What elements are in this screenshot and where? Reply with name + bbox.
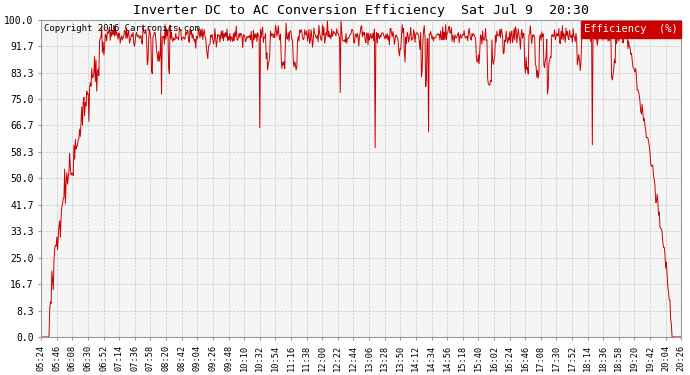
Text: Efficiency  (%): Efficiency (%) [584,24,678,34]
Title: Inverter DC to AC Conversion Efficiency  Sat Jul 9  20:30: Inverter DC to AC Conversion Efficiency … [133,4,589,17]
Text: Copyright 2016 Cartronics.com: Copyright 2016 Cartronics.com [44,24,200,33]
